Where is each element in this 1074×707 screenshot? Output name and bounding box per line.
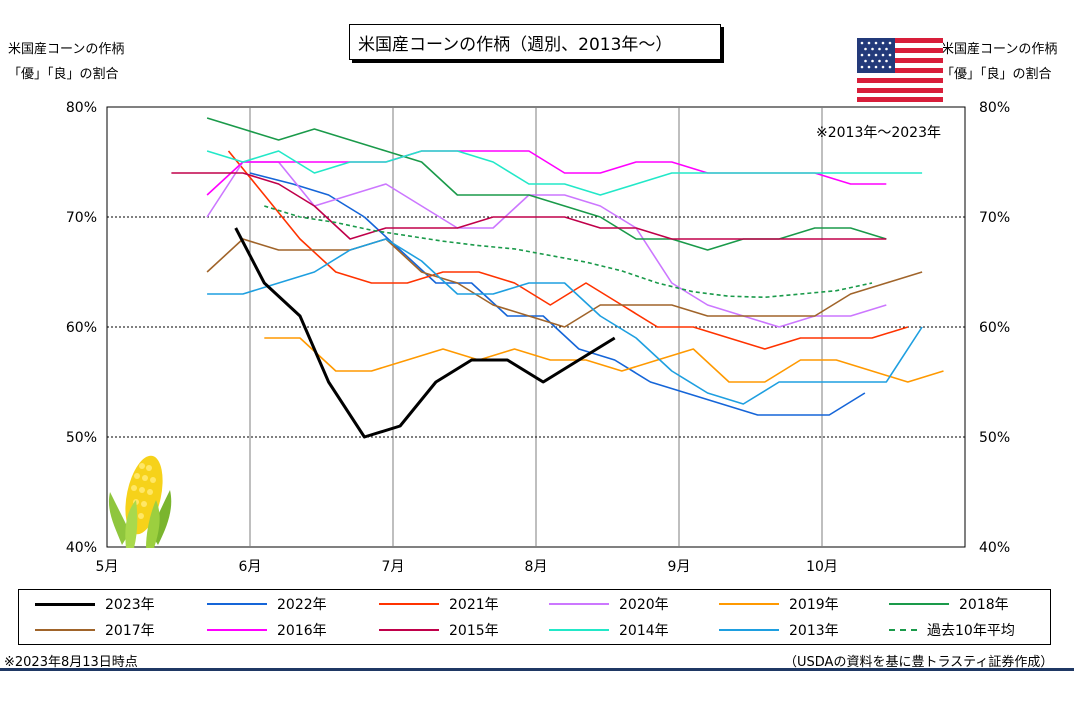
y-tick-label-right: 50% — [979, 430, 1010, 446]
legend-item: 2015年 — [379, 619, 499, 641]
source-note: （USDAの資料を基に豊トラスティ証券作成） — [784, 655, 1054, 670]
legend-item: 2023年 — [35, 593, 155, 615]
legend-label: 2019年 — [789, 597, 839, 613]
left-axis-label: 米国産コーンの作柄 「優」「良」の割合 — [8, 42, 125, 82]
legend-swatch — [207, 603, 267, 605]
legend-item: 2020年 — [549, 593, 669, 615]
x-tick-label: 5月 — [96, 559, 119, 575]
y-tick-label-left: 40% — [66, 540, 97, 556]
legend-item: 2019年 — [719, 593, 839, 615]
legend-label: 2021年 — [449, 597, 499, 613]
y-tick-label-left: 80% — [66, 100, 97, 116]
legend-item: 過去10年平均 — [889, 619, 1015, 641]
legend-swatch — [379, 629, 439, 631]
legend-label: 2018年 — [959, 597, 1009, 613]
legend-swatch — [719, 603, 779, 605]
legend-label: 過去10年平均 — [927, 623, 1015, 639]
legend: 2023年 2022年 2021年 2020年 2019年 2018年 2017年 2016年… — [18, 589, 1051, 645]
us-flag-icon — [857, 38, 943, 102]
legend-swatch — [889, 629, 917, 631]
y-tick-label-left: 60% — [66, 320, 97, 336]
legend-item: 2018年 — [889, 593, 1009, 615]
x-tick-label: 7月 — [382, 559, 405, 575]
x-tick-label: 10月 — [806, 559, 838, 575]
x-tick-label: 9月 — [668, 559, 691, 575]
y-tick-label-right: 70% — [979, 210, 1010, 226]
legend-label: 2017年 — [105, 623, 155, 639]
legend-item: 2021年 — [379, 593, 499, 615]
series-line-2019年 — [264, 337, 944, 383]
legend-item: 2013年 — [719, 619, 839, 641]
legend-swatch — [35, 602, 95, 606]
grid — [106, 106, 966, 548]
legend-swatch — [889, 603, 949, 605]
series-line-2015年 — [171, 172, 887, 240]
series-line-2013年 — [207, 238, 923, 405]
series-line-2017年 — [206, 238, 923, 328]
right-axis-label: 米国産コーンの作柄 「優」「良」の割合 — [941, 42, 1058, 82]
series-line-2023年 — [234, 227, 616, 439]
legend-item: 2016年 — [207, 619, 327, 641]
period-note: ※2013年～2023年 — [816, 125, 941, 141]
series-line-2022年 — [249, 172, 866, 416]
legend-label: 2016年 — [277, 623, 327, 639]
legend-label: 2020年 — [619, 597, 669, 613]
y-tick-label-right: 80% — [979, 100, 1010, 116]
bottom-divider — [0, 668, 1074, 671]
chart-title: 米国産コーンの作柄（週別、2013年～） — [349, 24, 721, 60]
series-line-過去10年平均 — [264, 205, 873, 299]
legend-swatch — [549, 629, 609, 631]
legend-swatch — [549, 603, 609, 605]
legend-label: 2014年 — [619, 623, 669, 639]
y-tick-label-left: 70% — [66, 210, 97, 226]
series-line-2020年 — [206, 161, 887, 328]
y-tick-label-left: 50% — [66, 430, 97, 446]
legend-label: 2022年 — [277, 597, 327, 613]
legend-item: 2014年 — [549, 619, 669, 641]
x-tick-label: 6月 — [239, 559, 262, 575]
axes: 40% 40% 50% 50% 60% 60% 70% 70% 80% 80% 5月 6月 7月 8月 9月… — [66, 100, 1010, 575]
legend-label: 2013年 — [789, 623, 839, 639]
y-tick-label-right: 60% — [979, 320, 1010, 336]
series-lines — [171, 117, 944, 439]
legend-item: 2017年 — [35, 619, 155, 641]
legend-swatch — [207, 629, 267, 631]
y-tick-label-right: 40% — [979, 540, 1010, 556]
legend-label: 2023年 — [105, 597, 155, 613]
series-line-2021年 — [227, 150, 909, 350]
corn-icon — [108, 455, 172, 548]
date-note: ※2023年8月13日時点 — [4, 655, 138, 670]
legend-swatch — [379, 603, 439, 605]
legend-item: 2022年 — [207, 593, 327, 615]
legend-swatch — [719, 629, 779, 631]
legend-label: 2015年 — [449, 623, 499, 639]
series-line-2014年 — [206, 150, 923, 196]
legend-swatch — [35, 629, 95, 631]
x-tick-label: 8月 — [525, 559, 548, 575]
